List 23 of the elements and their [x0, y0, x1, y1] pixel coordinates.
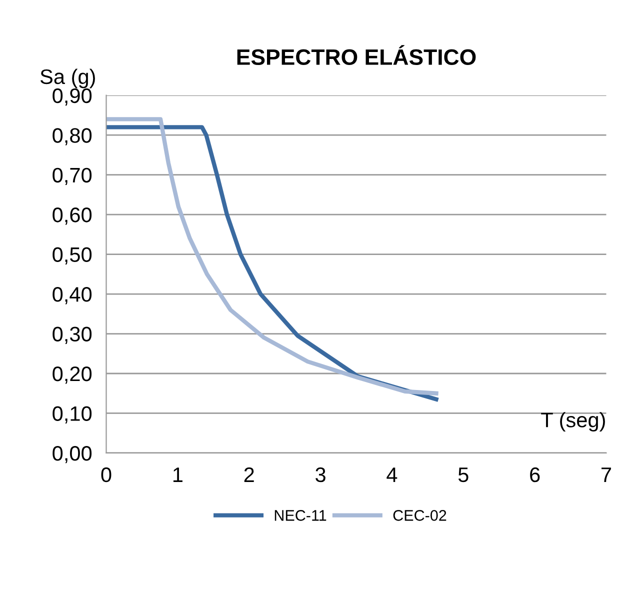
y-tick-label: 0,50	[52, 247, 92, 265]
x-tick-label: 2	[244, 467, 254, 482]
x-tick-label: 0	[101, 467, 112, 482]
y-tick-label: 0,20	[52, 366, 92, 384]
x-tick-label: 7	[602, 468, 611, 482]
y-tick-label: 0,40	[52, 287, 92, 304]
x-axis-title: T (seg)	[541, 412, 605, 432]
x-tick-label: 3	[316, 467, 326, 482]
y-tick-label: 0,90	[52, 88, 92, 106]
chart-title: ESPECTRO ELÁSTICO	[237, 45, 476, 66]
y-tick-label: 0,70	[52, 168, 92, 186]
x-tick-label: 6	[530, 467, 540, 482]
legend-label: CEC-02	[393, 510, 446, 521]
y-tick-label: 0,80	[52, 128, 92, 146]
legend-label: NEC-11	[274, 510, 326, 521]
x-tick-label: 5	[458, 468, 468, 482]
y-axis-title: Sa (g)	[40, 68, 95, 88]
y-tick-label: 0,00	[52, 446, 92, 464]
y-tick-label: 0,60	[52, 208, 92, 225]
x-tick-label: 1	[173, 468, 182, 482]
x-tick-label: 4	[386, 468, 398, 482]
y-tick-label: 0,30	[52, 326, 92, 344]
y-tick-label: 0,10	[52, 406, 92, 424]
